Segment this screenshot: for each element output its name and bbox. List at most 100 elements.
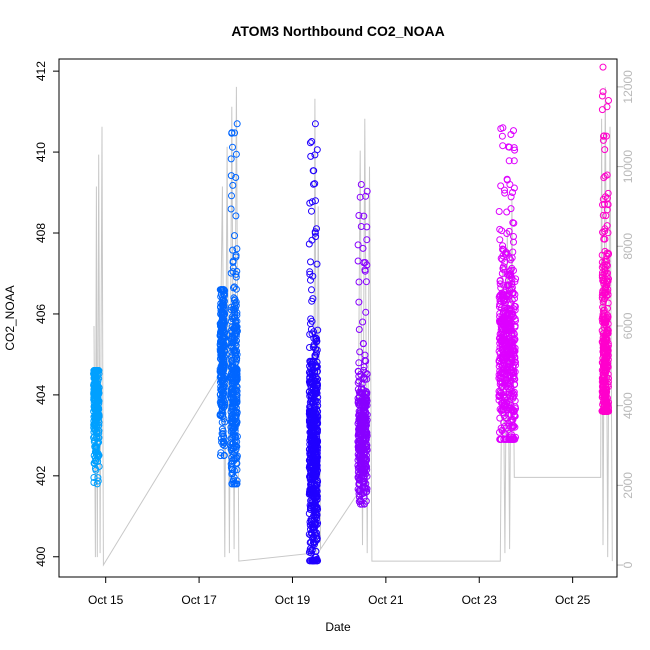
- data-point: [95, 427, 103, 435]
- data-point: [361, 266, 369, 274]
- data-point: [360, 259, 368, 267]
- data-point: [227, 155, 235, 163]
- data-point: [231, 434, 239, 442]
- data-point: [504, 315, 512, 323]
- data-point: [229, 466, 237, 474]
- series-2: [216, 120, 241, 488]
- data-point: [229, 181, 237, 189]
- data-point: [511, 344, 519, 352]
- data-point: [355, 326, 363, 333]
- data-point: [309, 272, 317, 280]
- data-point: [90, 391, 98, 399]
- data-point: [495, 208, 503, 215]
- data-point: [314, 408, 322, 416]
- data-point: [354, 241, 362, 249]
- data-point: [604, 229, 612, 237]
- data-point: [356, 348, 364, 356]
- data-point: [503, 281, 511, 289]
- data-point: [92, 444, 100, 452]
- data-point: [310, 391, 318, 399]
- data-point: [233, 411, 240, 419]
- data-point: [357, 497, 365, 505]
- data-point: [511, 278, 519, 286]
- data-point: [602, 292, 610, 300]
- y-tick-label: 404: [34, 385, 48, 405]
- data-point: [219, 308, 227, 316]
- data-point: [604, 340, 612, 347]
- data-point: [233, 459, 241, 467]
- data-point: [356, 446, 364, 454]
- data-point: [91, 367, 99, 375]
- data-point: [92, 466, 100, 474]
- data-point: [499, 242, 507, 250]
- data-point: [501, 327, 509, 335]
- data-point: [507, 411, 515, 419]
- data-point: [603, 353, 611, 361]
- data-point: [232, 253, 240, 261]
- data-point: [496, 280, 504, 288]
- data-point: [511, 347, 519, 355]
- data-point: [599, 373, 607, 381]
- data-point: [599, 276, 607, 284]
- data-point: [505, 435, 513, 443]
- data-point: [228, 332, 236, 340]
- data-point: [495, 303, 503, 311]
- data-point: [605, 398, 612, 406]
- data-point: [231, 232, 238, 240]
- data-point: [312, 197, 319, 205]
- data-point: [232, 397, 240, 405]
- data-point: [306, 398, 314, 406]
- data-point: [510, 219, 518, 227]
- data-point: [599, 370, 607, 378]
- data-point: [227, 446, 235, 454]
- data-point: [307, 360, 315, 368]
- altitude-line: [93, 86, 613, 567]
- data-point: [306, 199, 314, 207]
- data-point: [94, 367, 102, 375]
- data-point: [219, 427, 227, 435]
- y2-tick-label: 8000: [621, 233, 635, 260]
- data-point: [498, 256, 506, 263]
- data-point: [603, 252, 611, 260]
- y-tick-label: 412: [34, 61, 48, 81]
- data-point: [233, 443, 241, 450]
- y-axis-label: CO2_NOAA: [3, 285, 17, 350]
- data-point: [217, 342, 225, 350]
- data-point: [311, 228, 319, 236]
- data-point: [355, 278, 363, 286]
- data-point: [308, 207, 315, 215]
- data-point: [360, 212, 368, 220]
- data-point: [308, 373, 316, 381]
- y2-tick-label: 6000: [621, 312, 635, 339]
- data-points-layer: [90, 63, 613, 565]
- y2-tick-label: 0: [621, 561, 635, 568]
- data-point: [355, 430, 363, 438]
- data-point: [218, 402, 226, 410]
- data-point: [505, 319, 513, 327]
- data-point: [509, 189, 516, 196]
- data-point: [502, 414, 510, 422]
- plot-frame: [58, 58, 618, 578]
- data-point: [599, 348, 607, 356]
- data-point: [94, 409, 102, 417]
- data-point: [217, 386, 225, 394]
- data-point: [228, 454, 236, 462]
- data-point: [229, 371, 237, 378]
- data-point: [312, 489, 320, 497]
- data-point: [92, 385, 99, 392]
- data-point: [505, 422, 513, 430]
- data-point: [312, 556, 320, 564]
- data-point: [600, 132, 607, 140]
- data-point: [306, 501, 314, 509]
- data-point: [307, 450, 315, 458]
- data-point: [598, 294, 606, 302]
- y-tick-label: 402: [34, 465, 48, 485]
- data-point: [230, 364, 237, 372]
- data-point: [359, 462, 366, 470]
- data-point: [232, 212, 240, 220]
- data-point: [307, 531, 315, 539]
- data-point: [505, 143, 512, 151]
- data-point: [232, 349, 240, 357]
- data-point: [509, 393, 517, 401]
- data-point: [231, 398, 239, 406]
